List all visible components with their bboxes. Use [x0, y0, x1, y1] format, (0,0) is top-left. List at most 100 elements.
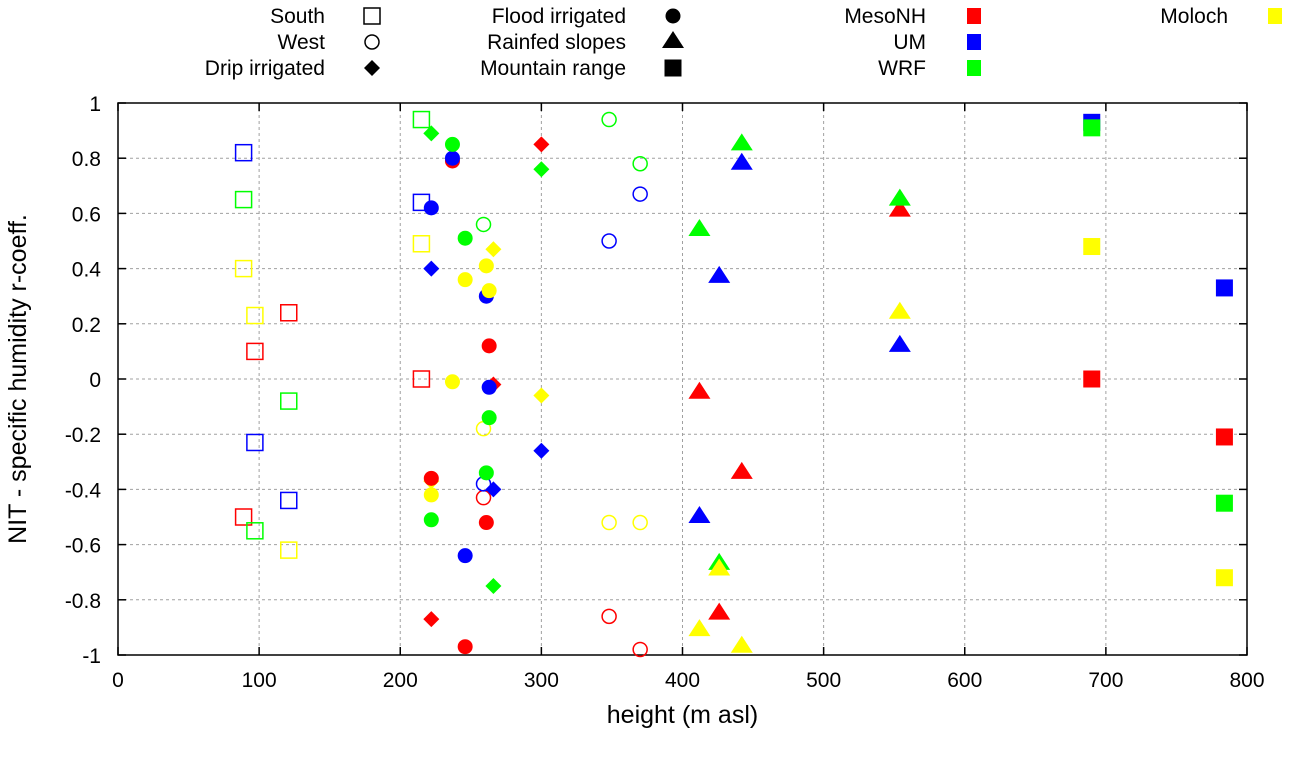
data-point-wrf — [457, 230, 473, 246]
legend-model-swatch — [967, 34, 981, 50]
data-point-mesonh — [688, 381, 711, 399]
legend-site-marker-square — [664, 59, 682, 77]
x-tick-label: 500 — [806, 669, 841, 692]
data-point-um — [280, 491, 298, 510]
data-point-um — [688, 506, 711, 523]
x-tick-label: 600 — [947, 669, 982, 692]
data-point-mesonh — [533, 136, 550, 153]
data-point-wrf — [533, 161, 550, 178]
legend-site-marker-triangle — [662, 31, 684, 48]
data-point-moloch — [412, 235, 431, 253]
x-tick-label: 0 — [112, 669, 124, 692]
legend-site-marker-circle-open — [364, 34, 380, 50]
data-point-um — [888, 334, 911, 352]
x-tick-label: 300 — [524, 669, 559, 692]
series-south — [234, 110, 431, 559]
series-drip-irrigated — [423, 125, 550, 628]
data-point-mesonh — [475, 489, 492, 506]
data-points — [234, 110, 1233, 658]
legend-model-label: MesoNH — [844, 5, 926, 28]
data-point-mesonh — [730, 461, 753, 479]
data-point-wrf — [601, 111, 617, 128]
y-tick-label: 0.4 — [72, 259, 102, 282]
x-axis-title: height (m asl) — [607, 701, 758, 729]
data-point-moloch — [1083, 238, 1101, 256]
x-tick-label: 200 — [383, 669, 418, 692]
data-point-wrf — [485, 578, 502, 594]
y-tick-label: 0.2 — [72, 314, 101, 337]
series-west — [475, 111, 648, 658]
data-point-mesonh — [481, 338, 497, 354]
y-tick-label: 0.8 — [72, 148, 101, 171]
legend-model-label: Moloch — [1160, 5, 1228, 28]
data-point-wrf — [632, 155, 648, 172]
legend-site-label: Rainfed slopes — [487, 31, 626, 54]
data-point-mesonh — [888, 199, 911, 217]
data-point-wrf — [412, 110, 431, 129]
data-point-wrf — [1083, 119, 1101, 137]
legend-site-marker-circle — [665, 8, 681, 24]
data-point-um — [485, 481, 502, 498]
y-tick-label: -0.4 — [65, 479, 102, 502]
grid-lines — [118, 103, 1247, 655]
legend-model-label: WRF — [878, 57, 926, 80]
legend-model-swatch — [967, 8, 981, 24]
legend-site-label: West — [278, 31, 326, 54]
data-point-moloch — [632, 514, 648, 531]
data-point-um — [632, 186, 648, 202]
data-point-um — [444, 150, 460, 166]
y-tick-label: -0.8 — [65, 590, 101, 613]
legend-site-label: South — [270, 5, 325, 28]
data-point-um — [457, 548, 473, 564]
data-point-mesonh — [478, 515, 494, 531]
data-point-moloch — [478, 258, 494, 274]
data-point-um — [601, 233, 617, 249]
data-point-moloch — [423, 487, 439, 503]
data-point-wrf — [475, 216, 492, 233]
data-point-um — [533, 442, 550, 459]
series-mountain-range — [1083, 113, 1233, 587]
data-point-mesonh — [412, 370, 431, 388]
data-point-mesonh — [280, 304, 298, 322]
data-point-wrf — [234, 190, 253, 209]
data-point-mesonh — [246, 342, 264, 361]
legend-model-swatch — [1268, 8, 1282, 24]
series-flood-irrigated — [423, 136, 497, 655]
y-tick-label: -1 — [82, 645, 101, 668]
data-point-wrf — [423, 125, 440, 142]
x-tick-label: 100 — [242, 669, 277, 692]
data-point-moloch — [601, 514, 617, 531]
data-point-moloch — [246, 306, 264, 325]
y-tick-label: -0.6 — [65, 535, 101, 558]
y-tick-label: -0.2 — [65, 424, 101, 447]
y-axis-title: NIT - specific humidity r-coeff. — [4, 214, 32, 544]
data-point-moloch — [444, 374, 460, 390]
x-tick-label: 700 — [1088, 669, 1123, 692]
legend-site-marker-diamond — [364, 60, 380, 76]
data-point-moloch — [888, 301, 911, 319]
data-point-mesonh — [632, 641, 648, 658]
x-tick-label: 800 — [1229, 669, 1264, 692]
data-point-moloch — [708, 558, 731, 576]
data-point-wrf — [688, 218, 711, 236]
data-point-wrf — [246, 522, 264, 540]
data-point-moloch — [533, 387, 550, 404]
data-point-wrf — [478, 465, 494, 481]
legend-site-label: Flood irrigated — [492, 5, 626, 28]
x-tick-label: 400 — [665, 669, 700, 692]
legend-site-label: Drip irrigated — [205, 57, 325, 80]
legend-model-swatch — [967, 60, 981, 76]
axis-ticks: 0 100 200 300 400 500 600 700 80010.80.60.40.20-… — [65, 93, 1265, 692]
data-point-mesonh — [1083, 370, 1101, 388]
data-point-um — [246, 433, 264, 452]
data-point-um — [708, 265, 731, 283]
data-point-mesonh — [234, 508, 253, 526]
data-point-mesonh — [457, 639, 473, 655]
series-rainfed-slopes — [688, 133, 911, 653]
data-point-wrf — [730, 133, 753, 151]
data-point-moloch — [280, 541, 298, 559]
data-point-um — [730, 152, 753, 170]
data-point-wrf — [1215, 494, 1233, 512]
data-point-mesonh — [708, 602, 731, 620]
